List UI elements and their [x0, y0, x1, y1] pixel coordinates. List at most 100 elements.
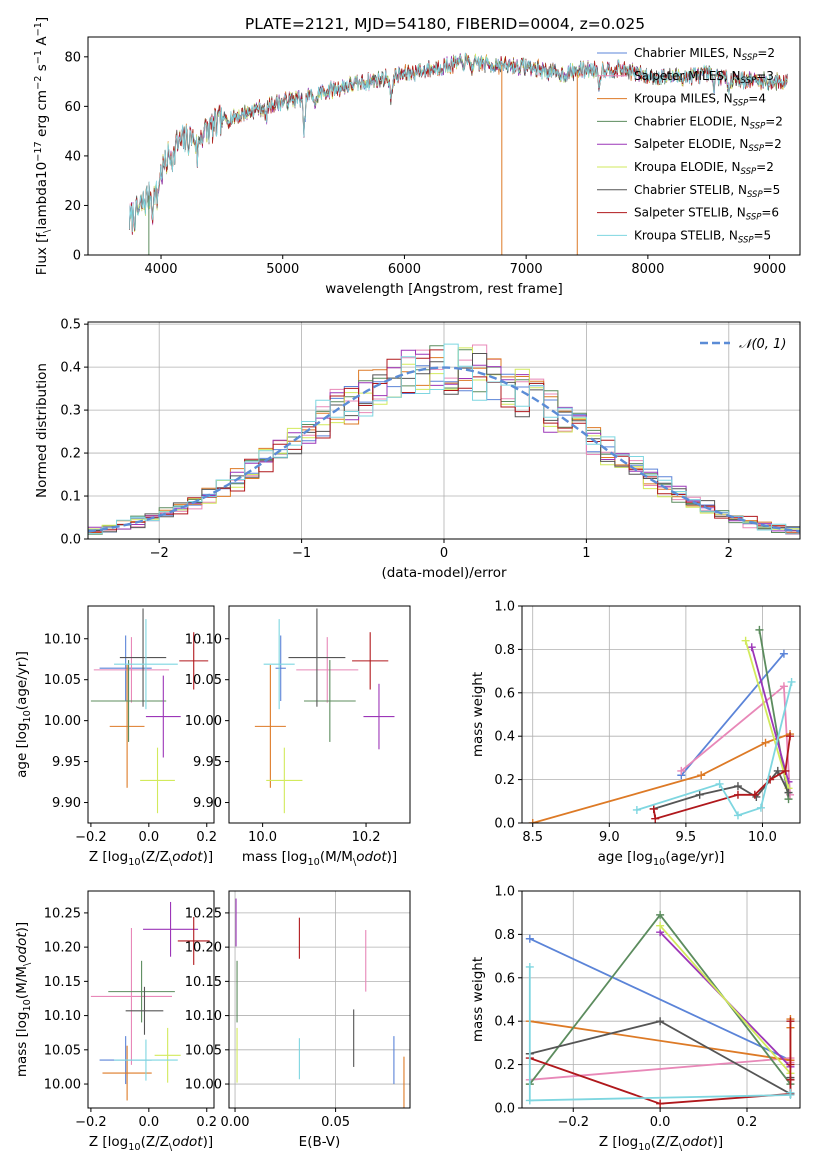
legend-label-chabrier_elodie: Chabrier ELODIE, NSSP=2 — [634, 114, 783, 131]
y-tick-label: 40 — [64, 149, 81, 164]
x-tick-label: 0.2 — [737, 1115, 758, 1130]
y-tick-label: 10.00 — [185, 714, 222, 729]
legend-text: Chabrier STELIB, N — [634, 183, 747, 197]
x-axis-label: Z [log10(Z/Z\odot)] — [89, 1134, 213, 1153]
y-tick-label: 1.0 — [494, 600, 515, 615]
plot-area — [90, 608, 209, 814]
label-fragment: mass [log — [242, 849, 308, 865]
y-tick-label: 9.90 — [52, 796, 81, 811]
y-tick-label: 0.6 — [494, 971, 515, 986]
axes-frame: 4000 5000 6000 7000 8000 9000 0 20 40 60 80 wavelen… — [33, 17, 801, 297]
series-marker-salpeter_stelib — [733, 790, 742, 799]
x-axis-label: wavelength [Angstrom, rest frame] — [325, 281, 563, 297]
x-tick-label: −2 — [150, 546, 169, 561]
label-fragment: \ — [679, 1142, 683, 1153]
y-tick-label: 10.20 — [185, 941, 222, 956]
legend-subscript: SSP — [733, 99, 749, 109]
x-tick-label: 0.05 — [321, 1115, 350, 1130]
label-fragment: 10 — [638, 1142, 650, 1153]
y-tick-label: 10.25 — [44, 906, 81, 921]
label-fragment: −2 — [33, 76, 44, 90]
x-tick-label: 0.0 — [138, 1115, 159, 1130]
y-tick-label: 10.20 — [44, 941, 81, 956]
y-tick-label: 0.3 — [60, 404, 81, 419]
label-fragment: odot — [172, 849, 203, 865]
y-tick-label: 0.6 — [494, 686, 515, 701]
x-tick-label: 8000 — [631, 262, 664, 277]
y-tick-label: 0.4 — [60, 361, 81, 376]
x-axis-label: E(B-V) — [299, 1134, 341, 1150]
label-fragment: age [log — [14, 723, 30, 778]
y-tick-label: 10.10 — [44, 632, 81, 647]
x-tick-label: 5000 — [266, 262, 299, 277]
axes-frame: 0.00 0.05 10.00 10.05 10.10 10.15 10.20 10.25 E(… — [185, 890, 411, 1150]
y-tick-label: 0.5 — [60, 318, 81, 333]
y-tick-label: 20 — [64, 199, 81, 214]
y-tick-label: 60 — [64, 100, 81, 115]
label-fragment: (M/M — [320, 849, 353, 865]
figure-title: PLATE=2121, MJD=54180, FIBERID=0004, z=0… — [245, 15, 645, 33]
x-axis-label: Z [log10(Z/Z\odot)] — [89, 849, 213, 868]
x-tick-label: 0.2 — [196, 830, 217, 845]
label-fragment: 10 — [307, 857, 319, 868]
y-tick-label: 1.0 — [494, 885, 515, 900]
series-marker-kroupa_stelib — [787, 677, 796, 686]
series-marker-salpeter_miles — [677, 766, 686, 775]
x-tick-label: 0 — [440, 546, 448, 561]
label-fragment: \ — [42, 229, 53, 233]
legend-suffix: =2 — [757, 46, 775, 60]
legend-suffix: =6 — [761, 206, 779, 220]
label-fragment: Normed distribution — [34, 363, 50, 498]
plot-area — [522, 891, 800, 1108]
legend-subscript: SSP — [746, 213, 762, 223]
series-marker-salpeter_stelib — [750, 790, 759, 799]
legend-label-salpeter_stelib: Salpeter STELIB, NSSP=6 — [634, 206, 779, 223]
spectrum-panel: 4000 5000 6000 7000 8000 9000 0 20 40 60 80 wavelen… — [33, 17, 801, 297]
label-fragment: (Z/Z — [141, 1134, 169, 1150]
label-fragment: \ — [353, 857, 357, 868]
label-fragment: lambda — [34, 179, 50, 230]
y-tick-label: 0.1 — [60, 490, 81, 505]
plot-area — [129, 52, 788, 255]
label-fragment: 10 — [128, 1142, 140, 1153]
legend-subscript: SSP — [738, 235, 754, 245]
label-fragment: 10 — [128, 857, 140, 868]
series-marker-kroupa_elodie — [656, 921, 665, 930]
y-tick-label: 10.15 — [44, 975, 81, 990]
series-marker-chabrier_stelib — [733, 782, 742, 791]
series-marker-salpeter_stelib — [649, 804, 658, 813]
plot-area — [88, 322, 800, 539]
normal-curve — [88, 366, 800, 533]
label-fragment: (M/M — [14, 966, 30, 999]
label-fragment: )] — [203, 849, 214, 865]
series-marker-salpeter_stelib — [786, 732, 795, 741]
series-marker-salpeter_stelib — [786, 1075, 795, 1084]
legend-suffix: =2 — [764, 137, 782, 151]
y-axis-label: Flux [f\lambda10−17 erg cm−2 s−1 A−1] — [33, 17, 53, 275]
legend-suffix: =2 — [756, 160, 774, 174]
label-fragment: )] — [14, 922, 30, 933]
y-tick-label: 0.0 — [60, 533, 81, 548]
axes-box — [87, 890, 215, 1109]
series-line-kroupa_elodie — [744, 640, 790, 789]
axes-box — [228, 890, 411, 1109]
axes-box — [228, 605, 411, 824]
label-fragment: (age/yr)] — [665, 849, 724, 865]
legend-suffix: =2 — [765, 114, 783, 128]
series-marker-chabrier_stelib — [656, 1017, 665, 1026]
label-fragment: ] — [34, 17, 50, 22]
y-tick-label: 0.2 — [494, 1058, 515, 1073]
y-tick-label: 0.0 — [494, 817, 515, 832]
y-tick-label: 10.10 — [185, 632, 222, 647]
plot-area — [254, 608, 395, 814]
series-marker-kroupa_stelib — [756, 803, 765, 812]
series-marker-salpeter_stelib — [656, 1099, 665, 1108]
series-marker-chabrier_miles — [779, 649, 788, 658]
series-marker-salpeter_stelib — [786, 1017, 795, 1026]
series-marker-salpeter_miles — [779, 682, 788, 691]
axes-box — [87, 605, 215, 824]
